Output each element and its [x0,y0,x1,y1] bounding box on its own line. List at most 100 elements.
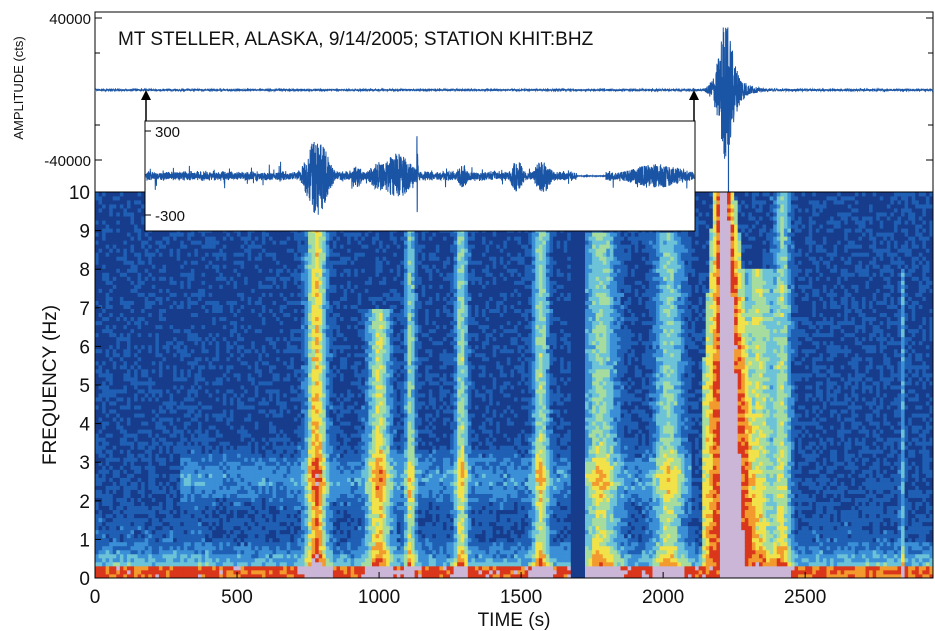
spectrogram-cell [95,473,99,477]
spectrogram-cell [95,502,99,506]
spectrogram-cell [127,542,131,546]
spectrogram-cell [109,385,113,389]
spectrogram-cell [141,280,145,284]
spectrogram-cell [184,518,188,522]
spectrogram-cell [95,256,99,260]
spectrogram-cell [106,252,110,256]
spectrogram-cell [109,449,113,453]
spectrogram-cell [166,482,170,486]
spectrogram-cell [184,301,188,305]
spectrogram-cell [177,397,181,401]
spectrogram-cell [177,534,181,538]
spectrogram-cell [155,373,159,377]
spectrogram-cell [113,333,117,337]
spectrogram-cell [138,313,142,317]
spectrogram-cell [99,305,103,309]
spectrogram-cell [102,413,106,417]
spectrogram-cell [145,461,149,465]
spectrogram-cell [180,313,184,317]
spectrogram-cell [177,309,181,313]
spectrogram-cell [127,280,131,284]
spectrogram-cell [184,385,188,389]
spectrogram-cell [109,494,113,498]
spectrogram-cell [116,441,120,445]
spectrogram-cell [166,268,170,272]
spectrogram-cell [131,272,135,276]
spectrogram-cell [162,284,166,288]
spectrogram-cell [109,361,113,365]
spectrogram-cell [120,200,124,204]
spectrogram-cell [177,293,181,297]
spectrogram-cell [113,522,117,526]
spectrogram-cell [170,421,174,425]
spectrogram-cell [180,526,184,530]
spectrogram-cell [116,566,120,570]
spectrogram-cell [184,453,188,457]
spectrogram-cell [148,417,152,421]
spectrogram-cell [180,433,184,437]
spectrogram-cell [102,224,106,228]
spectrogram-cell [180,361,184,365]
spectrogram-cell [127,264,131,268]
spectrogram-cell [180,417,184,421]
spectrogram-cell [123,293,127,297]
spectrogram-cell [123,317,127,321]
spectrogram-cell [134,337,138,341]
spectrogram-cell [141,289,145,293]
spectrogram-cell [106,465,110,469]
spectrogram-cell [159,272,163,276]
spectrogram-cell [138,284,142,288]
spectrogram-cell [166,437,170,441]
spectrogram-cell [148,256,152,260]
spectrogram-cell [99,208,103,212]
spectrogram-cell [102,554,106,558]
spectrogram-cell [148,280,152,284]
spectrogram-cell [131,437,135,441]
spectrogram-cell [123,550,127,554]
spectrogram-cell [99,373,103,377]
spectrogram-cell [180,530,184,534]
spectrogram-cell [102,232,106,236]
spectrogram-cell [155,240,159,244]
spectrogram-cell [134,562,138,566]
spectrogram-cell [162,313,166,317]
spectrogram-cell [180,248,184,252]
spectrogram-cell [177,248,181,252]
spectrogram-cell [159,441,163,445]
spectrogram-cell [155,276,159,280]
spectrogram-cell [134,498,138,502]
spectrogram-cell [113,369,117,373]
spectrogram-cell [166,264,170,268]
spectrogram-cell [109,490,113,494]
spectrogram-cell [123,413,127,417]
spectrogram-cell [127,385,131,389]
spectrogram-cell [123,445,127,449]
spectrogram-cell [102,192,106,196]
spectrogram-cell [131,268,135,272]
spectrogram-cell [152,546,156,550]
spectrogram-cell [148,465,152,469]
spectrogram-cell [120,502,124,506]
spectrogram-cell [102,461,106,465]
spectrogram-cell [123,558,127,562]
spectrogram-cell [184,405,188,409]
spectrogram-cell [113,570,117,574]
spectrogram-cell [152,429,156,433]
spectrogram-cell [109,357,113,361]
spectrogram-cell [148,357,152,361]
spectrogram-cell [109,562,113,566]
spectrogram-cell [184,534,188,538]
spectrogram-cell [95,329,99,333]
spectrogram-cell [113,494,117,498]
spectrogram-cell [138,329,142,333]
spectrogram-cell [159,373,163,377]
spectrogram-cell [159,325,163,329]
spectrogram-cell [177,405,181,409]
spectrogram-cell [109,228,113,232]
spectrogram-cell [141,486,145,490]
spectrogram-cell [184,381,188,385]
spectrogram-cell [141,425,145,429]
spectrogram-cell [166,361,170,365]
spectrogram-cell [95,276,99,280]
spectrogram-cell [123,301,127,305]
